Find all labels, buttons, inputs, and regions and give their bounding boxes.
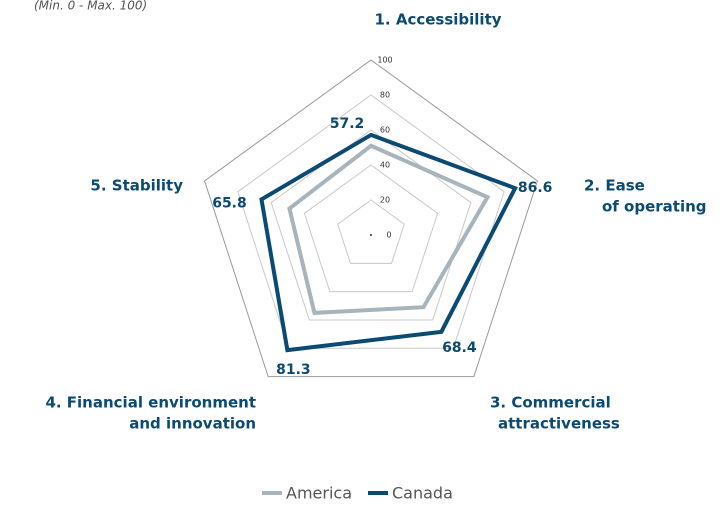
series-line — [259, 132, 518, 353]
chart-subtitle: (Min. 0 - Max. 100) — [34, 0, 147, 13]
r-tick-label: 40 — [380, 161, 390, 170]
grid-line — [270, 129, 472, 321]
grid-line — [337, 199, 405, 264]
grid-line — [303, 164, 439, 293]
data-label: 86.6 — [518, 180, 553, 196]
series-line — [287, 143, 491, 315]
category-label: 5. Stability — [90, 177, 183, 195]
legend-swatch — [368, 491, 388, 495]
data-label: 57.2 — [330, 116, 365, 132]
data-label: 81.3 — [276, 362, 311, 378]
legend-label: America — [286, 484, 352, 503]
r-tick-label: 80 — [380, 91, 390, 100]
category-label: 2. Ease — [584, 177, 645, 195]
grid-line — [203, 59, 539, 378]
center-dot — [370, 234, 372, 236]
category-label: and innovation — [129, 415, 256, 433]
category-label: attractiveness — [498, 415, 620, 433]
r-tick-label: 0 — [386, 231, 391, 240]
r-tick-label: 60 — [380, 126, 390, 135]
r-tick-label: 100 — [377, 56, 392, 65]
category-label: 4. Financial environment — [45, 394, 256, 412]
category-label: 1. Accessibility — [374, 11, 501, 29]
data-label: 65.8 — [212, 195, 247, 211]
category-label: of operating — [602, 198, 707, 216]
r-tick-label: 20 — [380, 196, 390, 205]
data-label: 68.4 — [442, 340, 477, 356]
legend-label: Canada — [392, 484, 453, 503]
legend-swatch — [262, 491, 282, 495]
category-label: 3. Commercial — [490, 394, 611, 412]
